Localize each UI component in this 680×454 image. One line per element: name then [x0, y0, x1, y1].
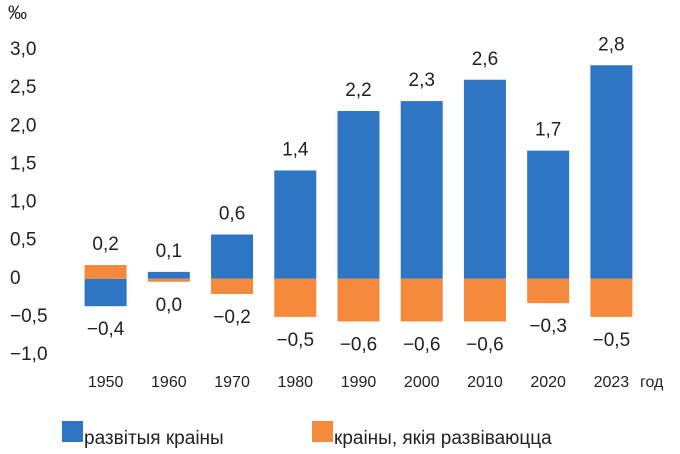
y-tick-label: 2,5 — [10, 77, 36, 98]
bar — [147, 271, 190, 279]
value-label: −0,3 — [529, 316, 567, 337]
value-label: −0,5 — [277, 330, 315, 351]
value-label: −0,6 — [340, 334, 378, 355]
bar — [527, 150, 570, 279]
value-label: 0,2 — [92, 234, 118, 255]
x-tick-label: 2020 — [530, 374, 566, 391]
value-label: 2,3 — [409, 70, 435, 91]
y-tick-label: −1,0 — [10, 344, 48, 365]
value-label: 2,8 — [598, 34, 624, 55]
bar — [463, 79, 506, 279]
x-axis-label: год — [640, 374, 664, 391]
bar — [274, 278, 317, 317]
bar — [590, 278, 633, 317]
legend-swatch — [312, 421, 333, 442]
y-tick-label: −0,5 — [10, 306, 48, 327]
bar — [337, 278, 380, 322]
bar — [590, 65, 633, 279]
y-tick-label: 0,5 — [10, 230, 36, 251]
value-label: −0,6 — [403, 334, 441, 355]
y-tick-label: 1,0 — [10, 192, 36, 213]
value-label: −0,4 — [87, 319, 125, 340]
value-label: 2,6 — [472, 49, 498, 70]
bar — [400, 101, 443, 279]
value-label: 0,1 — [156, 241, 182, 262]
bar — [400, 278, 443, 322]
legend-swatch — [62, 421, 83, 442]
x-tick-label: 1960 — [151, 374, 187, 391]
bar — [211, 278, 254, 294]
bar — [84, 265, 127, 279]
value-label: 0,6 — [219, 204, 245, 225]
legend-label: развітыя краіны — [84, 428, 224, 449]
value-label: 1,4 — [282, 139, 309, 160]
y-tick-label: 1,5 — [10, 153, 36, 174]
bar — [463, 278, 506, 322]
x-tick-label: 2000 — [404, 374, 440, 391]
value-label: 2,2 — [345, 80, 371, 101]
y-tick-label: 3,0 — [10, 39, 36, 60]
x-tick-label: 1980 — [277, 374, 313, 391]
legend-label: краіны, якія развіваюцца — [334, 428, 552, 449]
bar — [211, 234, 254, 279]
bar — [84, 278, 127, 307]
value-label: −0,2 — [213, 307, 251, 328]
y-tick-label: 0 — [10, 268, 21, 289]
bar — [147, 278, 190, 282]
x-tick-label: 2023 — [594, 374, 630, 391]
value-label: −0,5 — [593, 330, 631, 351]
bar — [274, 170, 317, 279]
x-tick-label: 1950 — [88, 374, 124, 391]
value-label: 0,0 — [156, 295, 182, 316]
x-tick-label: 2010 — [467, 374, 503, 391]
bar — [527, 278, 570, 304]
y-tick-label: 2,0 — [10, 115, 36, 136]
y-axis-label: ‰ — [8, 3, 27, 24]
value-label: 1,7 — [535, 120, 561, 141]
value-label: −0,6 — [466, 334, 504, 355]
x-tick-label: 1990 — [341, 374, 377, 391]
bar — [337, 111, 380, 279]
x-tick-label: 1970 — [214, 374, 250, 391]
